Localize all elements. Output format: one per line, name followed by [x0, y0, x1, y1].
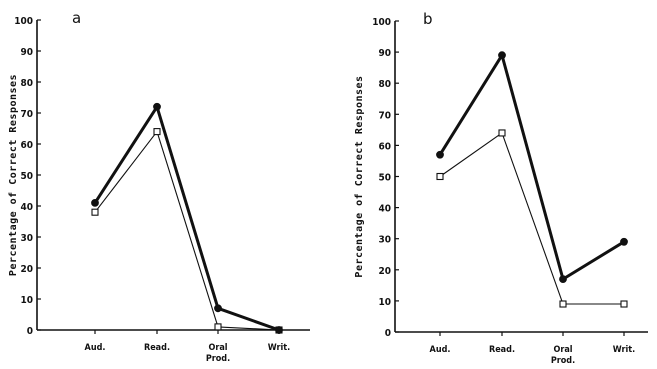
y-tick-label: 0 [385, 328, 391, 339]
data-point-filled-circle [154, 103, 161, 110]
data-point-open-square [215, 324, 221, 330]
y-tick-label: 80 [20, 78, 33, 89]
x-tick-label: Read. [144, 343, 170, 353]
data-point-open-square [499, 130, 505, 136]
y-tick-label: 70 [20, 109, 33, 120]
y-tick-label: 0 [27, 326, 33, 337]
x-tick-label: Read. [489, 345, 515, 355]
x-tick-label-line: Writ. [268, 343, 291, 353]
y-tick-label: 80 [378, 79, 391, 90]
y-tick-label: 60 [378, 141, 391, 152]
x-tick-label: Writ. [613, 345, 636, 355]
x-tick-label-line: Oral [553, 345, 572, 355]
x-tick-label: Aud. [85, 343, 106, 353]
y-tick-label: 50 [20, 171, 33, 182]
data-point-filled-circle [92, 200, 99, 207]
y-tick-label: 100 [372, 17, 391, 28]
x-tick-label-line: Aud. [85, 343, 106, 353]
x-tick-label: Oral Prod. [551, 345, 575, 366]
chart-panel-b: 0 10 20 30 40 50 60 70 80 90 100 Aud. Read. Oral Prod.… [354, 10, 648, 366]
x-tick-label: Oral Prod. [206, 343, 230, 364]
data-point-filled-circle [499, 52, 506, 59]
x-tick-label: Writ. [268, 343, 291, 353]
x-tick-label: Aud. [430, 345, 451, 355]
series-line-filled [95, 107, 279, 330]
x-tick-label-line: Read. [489, 345, 515, 355]
x-tick-label-line: Prod. [551, 356, 575, 366]
data-point-filled-circle [276, 327, 283, 334]
y-tick-label: 10 [20, 295, 33, 306]
y-tick-label: 10 [378, 297, 391, 308]
y-tick-label: 100 [14, 16, 33, 27]
data-point-open-square [437, 174, 443, 180]
x-tick-label-line: Read. [144, 343, 170, 353]
y-tick-label: 70 [378, 110, 391, 121]
x-tick-label-line: Aud. [430, 345, 451, 355]
y-tick-label: 40 [20, 202, 33, 213]
y-tick-label: 50 [378, 173, 391, 184]
x-tick-label-line: Writ. [613, 345, 636, 355]
y-tick-label: 30 [378, 235, 391, 246]
data-point-filled-circle [437, 151, 444, 158]
y-tick-label: 40 [378, 204, 391, 215]
y-tick-label: 90 [378, 48, 391, 59]
data-point-open-square [621, 301, 627, 307]
y-axis-label: Percentage of Correct Responses [8, 74, 19, 276]
y-tick-label: 90 [20, 47, 33, 58]
y-tick-label: 20 [20, 264, 33, 275]
series-line-filled [440, 55, 624, 279]
x-tick-label-line: Prod. [206, 354, 230, 364]
chart-panel-a: 0 10 20 30 40 50 60 70 80 90 100 Aud. Read. Oral Prod.… [8, 9, 310, 364]
y-tick-label: 30 [20, 233, 33, 244]
data-point-open-square [92, 209, 98, 215]
data-point-filled-circle [621, 238, 628, 245]
data-point-filled-circle [215, 305, 222, 312]
data-point-open-square [560, 301, 566, 307]
data-point-filled-circle [560, 276, 567, 283]
panel-label: a [72, 9, 81, 27]
y-tick-label: 60 [20, 140, 33, 151]
data-point-open-square [154, 129, 160, 135]
x-tick-label-line: Oral [208, 343, 227, 353]
panel-label: b [423, 10, 433, 28]
y-axis-label: Percentage of Correct Responses [354, 75, 365, 277]
y-tick-label: 20 [378, 266, 391, 277]
series-line-open [440, 133, 624, 304]
